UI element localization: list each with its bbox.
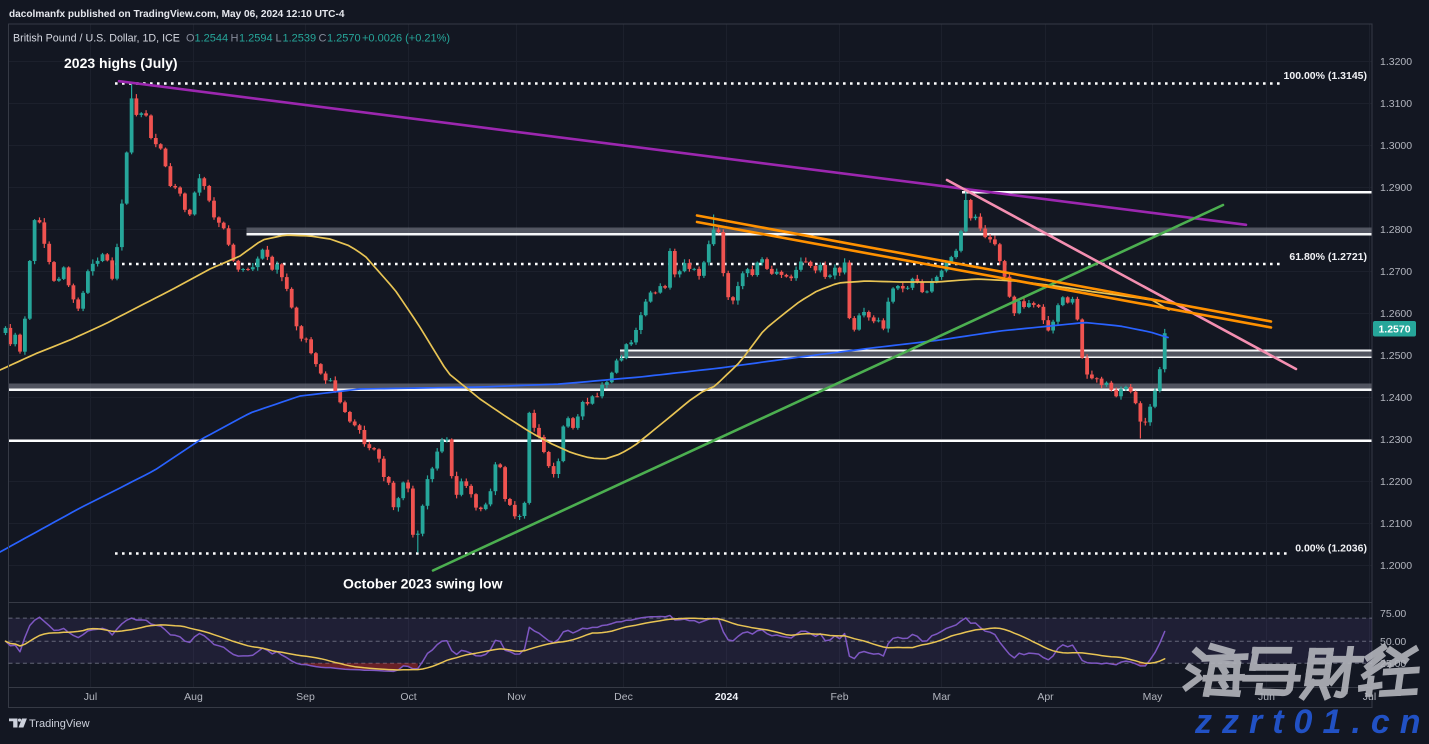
svg-text:1.3100: 1.3100 xyxy=(1380,98,1412,110)
svg-text:TradingView: TradingView xyxy=(29,718,90,730)
svg-text:October 2023 swing low: October 2023 swing low xyxy=(343,576,503,592)
svg-text:+0.0026 (+0.21%): +0.0026 (+0.21%) xyxy=(362,33,450,45)
svg-text:1.2570: 1.2570 xyxy=(327,33,361,45)
svg-text:C: C xyxy=(319,33,327,45)
svg-text:zzrt01.cn: zzrt01.cn xyxy=(1194,703,1429,739)
svg-text:0.00% (1.2036): 0.00% (1.2036) xyxy=(1295,543,1367,555)
svg-text:61.80% (1.2721): 61.80% (1.2721) xyxy=(1289,251,1367,263)
svg-text:1.2600: 1.2600 xyxy=(1380,308,1412,320)
svg-text:Dec: Dec xyxy=(614,691,633,703)
svg-text:1.2000: 1.2000 xyxy=(1380,560,1412,572)
svg-text:Sep: Sep xyxy=(296,691,315,703)
svg-text:Jul: Jul xyxy=(84,691,97,703)
svg-text:75.00: 75.00 xyxy=(1380,608,1406,620)
svg-text:1.2500: 1.2500 xyxy=(1380,350,1412,362)
svg-text:1.2570: 1.2570 xyxy=(1378,324,1410,336)
svg-text:1.2594: 1.2594 xyxy=(239,33,273,45)
svg-text:O: O xyxy=(186,33,195,45)
svg-text:1.2300: 1.2300 xyxy=(1380,434,1412,446)
svg-text:dacolmanfx published on Tradin: dacolmanfx published on TradingView.com,… xyxy=(9,9,345,20)
svg-text:Oct: Oct xyxy=(400,691,416,703)
svg-text:1.3000: 1.3000 xyxy=(1380,140,1412,152)
svg-text:L: L xyxy=(276,33,282,45)
svg-text:H: H xyxy=(231,33,239,45)
svg-text:2024: 2024 xyxy=(715,691,739,703)
svg-text:1.2200: 1.2200 xyxy=(1380,476,1412,488)
svg-text:Nov: Nov xyxy=(507,691,526,703)
svg-text:1.2700: 1.2700 xyxy=(1380,266,1412,278)
svg-text:British Pound / U.S. Dollar, 1: British Pound / U.S. Dollar, 1D, ICE xyxy=(13,33,180,45)
svg-text:1.2539: 1.2539 xyxy=(283,33,317,45)
svg-text:Aug: Aug xyxy=(184,691,203,703)
svg-text:Apr: Apr xyxy=(1037,691,1054,703)
svg-text:May: May xyxy=(1143,691,1164,703)
svg-text:1.2900: 1.2900 xyxy=(1380,182,1412,194)
svg-text:2023 highs (July): 2023 highs (July) xyxy=(64,55,178,71)
svg-text:100.00% (1.3145): 100.00% (1.3145) xyxy=(1284,70,1367,82)
svg-text:1.3200: 1.3200 xyxy=(1380,56,1412,68)
svg-text:1.2100: 1.2100 xyxy=(1380,518,1412,530)
svg-text:1.2544: 1.2544 xyxy=(195,33,229,45)
svg-text:50.00: 50.00 xyxy=(1380,636,1406,648)
svg-text:1.2800: 1.2800 xyxy=(1380,224,1412,236)
svg-text:1.2400: 1.2400 xyxy=(1380,392,1412,404)
svg-text:Feb: Feb xyxy=(830,691,848,703)
svg-text:Mar: Mar xyxy=(932,691,951,703)
